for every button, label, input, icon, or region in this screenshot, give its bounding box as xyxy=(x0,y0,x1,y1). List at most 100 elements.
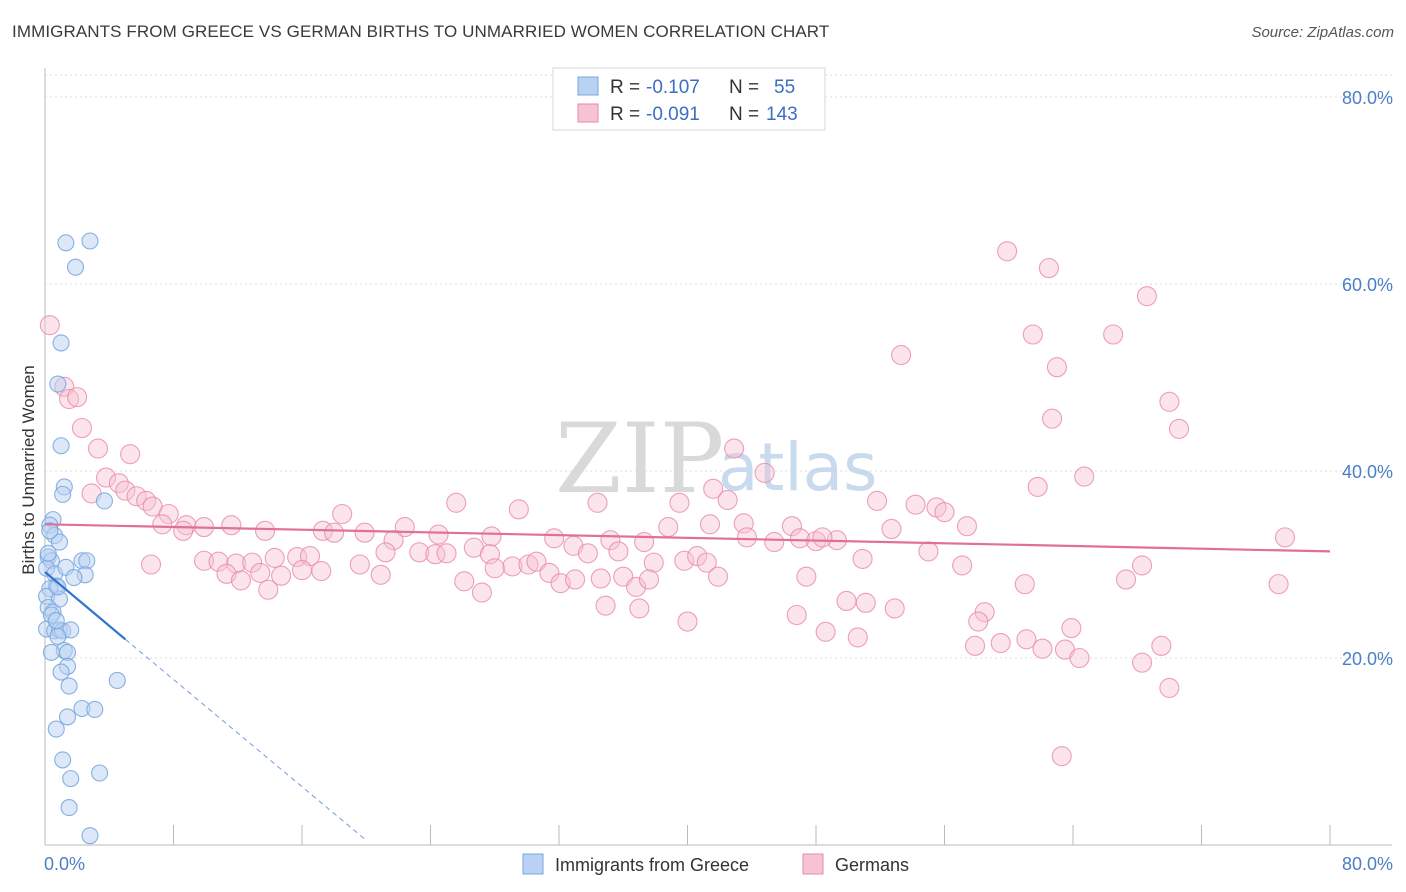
germans-point-103 xyxy=(1132,555,1153,576)
germans-point-51 xyxy=(544,528,565,549)
germans-point-28 xyxy=(669,492,690,513)
germans-point-136 xyxy=(1136,286,1157,307)
germans-point-122 xyxy=(1032,638,1053,659)
germans-point-82 xyxy=(918,541,939,562)
germans-point-87 xyxy=(291,560,313,581)
greece-point-48 xyxy=(60,799,78,817)
germans-point-130 xyxy=(891,345,912,366)
germans-point-55 xyxy=(140,554,162,575)
germans-point-67 xyxy=(436,543,457,564)
germans-point-4 xyxy=(71,417,92,439)
germans-point-11 xyxy=(126,486,147,507)
germans-point-109 xyxy=(629,598,650,619)
germans-point-72 xyxy=(526,551,547,572)
germans-point-80 xyxy=(812,527,833,548)
germans-point-29 xyxy=(703,478,724,499)
germans-point-14 xyxy=(158,503,179,525)
germans-point-118 xyxy=(968,611,989,632)
chart-title: IMMIGRANTS FROM GREECE VS GERMAN BIRTHS … xyxy=(12,22,830,41)
germans-point-36 xyxy=(956,516,978,537)
greece-point-7 xyxy=(54,485,72,503)
germans-point-74 xyxy=(577,543,598,564)
germans-point-110 xyxy=(836,590,857,612)
germans-point-129 xyxy=(1051,746,1072,767)
germans-point-32 xyxy=(866,490,888,511)
legend-r-value-2: -0.091 xyxy=(646,104,700,125)
legend-n-value-2: 143 xyxy=(766,104,798,125)
germans-point-111 xyxy=(855,592,876,613)
germans-point-44 xyxy=(789,528,810,549)
germans-point-76 xyxy=(643,552,664,573)
germans-point-47 xyxy=(354,522,375,543)
germans-point-94 xyxy=(565,569,586,590)
greece-point-44 xyxy=(47,720,65,738)
greece-point-2 xyxy=(66,258,85,276)
germans-point-54 xyxy=(699,514,721,535)
germans-point-37 xyxy=(717,489,738,511)
germans-point-81 xyxy=(852,548,873,569)
germans-point-131 xyxy=(997,241,1018,262)
germans-point-12 xyxy=(136,490,157,511)
y-tick-label-0: 20.0% xyxy=(1342,649,1393,669)
germans-point-142 xyxy=(1274,527,1296,548)
germans-point-64 xyxy=(375,542,396,563)
germans-point-125 xyxy=(1069,647,1090,669)
y-tick-label-1: 40.0% xyxy=(1342,462,1393,482)
trend-lines xyxy=(44,523,1331,841)
greece-point-49 xyxy=(81,827,99,845)
greece-point-3 xyxy=(52,334,70,352)
germans-point-9 xyxy=(115,480,136,501)
germans-point-42 xyxy=(736,527,757,548)
x-tick-label-1: 80.0% xyxy=(1342,854,1393,874)
germans-point-112 xyxy=(884,598,905,619)
axes xyxy=(44,68,1392,846)
germans-point-89 xyxy=(370,564,391,585)
greece-point-21 xyxy=(65,569,83,587)
greece-point-43 xyxy=(58,708,77,726)
greece-point-19 xyxy=(78,552,96,570)
legend-n-label-2: N = xyxy=(729,104,759,125)
germans-point-43 xyxy=(764,532,785,553)
germans-point-88 xyxy=(311,560,332,582)
germans-point-90 xyxy=(454,571,475,592)
greece-point-4 xyxy=(49,375,67,393)
germans-point-65 xyxy=(409,542,430,563)
chart-source: Source: ZipAtlas.com xyxy=(1251,24,1394,41)
legend-r-label-2: R = xyxy=(610,104,640,125)
germans-point-39 xyxy=(658,517,679,538)
greece-point-40 xyxy=(60,677,78,695)
germans-point-6 xyxy=(120,444,141,465)
germans-point-135 xyxy=(1103,324,1124,345)
germans-point-31 xyxy=(724,438,745,459)
germans-point-133 xyxy=(1022,324,1043,345)
germans-point-0 xyxy=(39,315,60,336)
germans-point-75 xyxy=(608,541,629,562)
germans-point-3 xyxy=(67,387,88,408)
germans-point-107 xyxy=(471,582,492,603)
germans-point-114 xyxy=(677,611,698,632)
series-germans-points xyxy=(39,241,1296,767)
germans-point-119 xyxy=(964,635,986,656)
germans-point-18 xyxy=(173,520,194,541)
germans-point-50 xyxy=(481,526,502,547)
germans-point-19 xyxy=(255,520,276,541)
greece-trend-line xyxy=(44,571,127,641)
germans-point-139 xyxy=(1042,408,1063,429)
germans-point-25 xyxy=(446,492,467,513)
germans-point-99 xyxy=(707,566,729,587)
germans-point-123 xyxy=(1061,618,1082,639)
germans-point-126 xyxy=(1132,652,1153,673)
legend-r-value-1: -0.107 xyxy=(646,77,700,98)
x-tick-labels: 0.0% 80.0% xyxy=(44,854,1393,874)
germans-point-2 xyxy=(59,388,80,410)
germans-point-121 xyxy=(1016,629,1037,650)
greece-point-47 xyxy=(91,764,109,782)
germans-point-128 xyxy=(1159,677,1180,698)
legend-swatch-greece xyxy=(577,76,599,96)
germans-point-41 xyxy=(881,518,902,540)
germans-point-35 xyxy=(934,502,955,523)
greece-point-52 xyxy=(39,544,57,562)
germans-point-53 xyxy=(634,532,655,553)
germans-point-91 xyxy=(484,558,505,579)
germans-point-66 xyxy=(425,544,446,565)
